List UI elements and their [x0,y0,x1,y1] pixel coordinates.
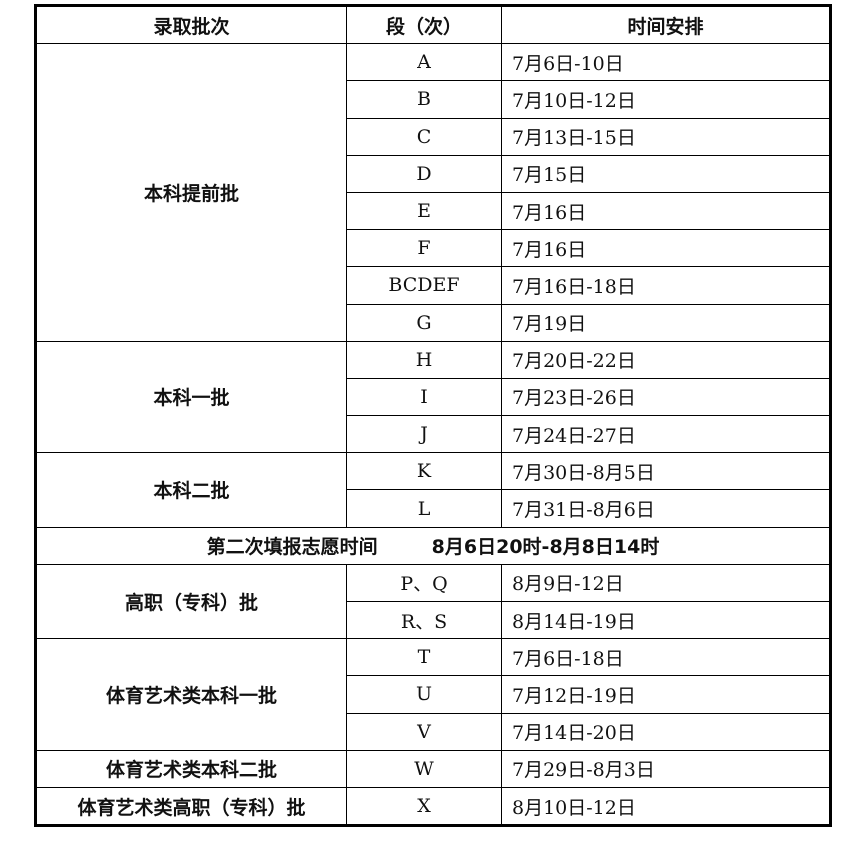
segment-cell: P、Q [346,563,502,603]
time-cell: 7月12日-19日 [501,675,831,714]
table-row: B 7月10日-12日 [36,80,831,119]
segment-cell: B [346,80,502,119]
segment-cell: F [346,229,502,268]
segment-cell: L [346,489,502,528]
time-cell: 8月9日-12日 [501,563,831,603]
segment-cell: E [346,191,502,231]
table-row: 本科二批 K 7月30日-8月5日 [35,452,831,528]
time-cell: 8月14日-19日 [501,600,831,640]
segment-cell: T [346,638,502,677]
segment-cell: H [346,340,502,379]
header-time: 时间安排 [501,4,831,45]
time-cell: 7月6日-10日 [501,43,831,82]
segment-cell: I [346,377,502,417]
table-body: 本科提前批 A 7月6日-10日 B 7月10日-12日 C 7月13日-15日 D 7月15日… [35,43,831,827]
segment-cell: X [346,786,502,827]
segment-cell: J [346,415,502,454]
time-cell: 7月31日-8月6日 [501,489,831,528]
time-cell: 7月30日-8月5日 [501,452,831,491]
table-row: 本科一批 H 7月20日-22日 [35,340,831,454]
second-application-time: 8月6日20时-8月8日14时 [431,536,660,559]
time-cell: 7月29日-8月3日 [501,749,831,788]
table-row: 体育艺术类本科一批 T 7月6日-18日 [35,638,831,751]
segment-cell: R、S [346,600,502,640]
batch-cell: 高职（专科）批 [35,563,347,640]
batch-cell: 体育艺术类本科二批 [35,749,347,788]
batch-cell: 体育艺术类本科一批 [35,638,347,751]
batch-cell: 本科二批 [35,452,347,528]
table-row: F 7月16日 [36,229,831,268]
time-cell: 7月16日-18日 [501,266,831,305]
table-row: C 7月13日-15日 [36,117,831,156]
segment-cell: G [346,303,502,342]
segment-cell: C [346,117,502,156]
table-row: J 7月24日-27日 [36,415,831,454]
table-row: U 7月12日-19日 [36,675,831,714]
batch-cell: 体育艺术类高职（专科）批 [35,786,347,827]
time-cell: 7月19日 [501,303,831,342]
second-application-row: 第二次填报志愿时间 8月6日20时-8月8日14时 [35,526,831,565]
table-row: L 7月31日-8月6日 [36,489,831,528]
time-cell: 7月13日-15日 [501,117,831,156]
batch-cell: 本科一批 [35,340,347,454]
time-cell: 7月23日-26日 [501,377,831,417]
time-cell: 7月10日-12日 [501,80,831,119]
header-row: 录取批次 段（次） 时间安排 [35,4,831,45]
second-application-label: 第二次填报志愿时间 [206,536,378,559]
table-row: I 7月23日-26日 [36,377,831,417]
table-row: 本科提前批 A 7月6日-10日 [35,43,831,342]
table-row: BCDEF 7月16日-18日 [36,266,831,305]
segment-cell: BCDEF [346,266,502,305]
header-segment: 段（次） [346,4,502,45]
time-cell: 7月6日-18日 [501,638,831,677]
table-row: 体育艺术类高职（专科）批 X 8月10日-12日 [35,786,831,827]
segment-cell: V [346,712,502,751]
table-row: 高职（专科）批 P、Q 8月9日-12日 [35,563,831,640]
time-cell: 7月14日-20日 [501,712,831,751]
time-cell: 7月20日-22日 [501,340,831,379]
time-cell: 7月16日 [501,191,831,231]
time-cell: 8月10日-12日 [501,786,831,827]
second-application-cell: 第二次填报志愿时间 8月6日20时-8月8日14时 [35,526,831,565]
table-row: E 7月16日 [36,191,831,231]
table-row: R、S 8月14日-19日 [36,600,831,640]
time-cell: 7月16日 [501,229,831,268]
segment-cell: D [346,154,502,193]
time-cell: 7月24日-27日 [501,415,831,454]
batch-cell: 本科提前批 [35,43,347,342]
table-row: G 7月19日 [36,303,831,342]
table-row: D 7月15日 [36,154,831,193]
segment-cell: K [346,452,502,491]
table-row: 体育艺术类本科二批 W 7月29日-8月3日 [35,749,831,788]
time-cell: 7月15日 [501,154,831,193]
admission-schedule-table: 录取批次 段（次） 时间安排 本科提前批 A 7月6日-10日 B 7月10日-12日 C… [34,4,832,828]
segment-cell: W [346,749,502,788]
segment-cell: A [346,43,502,82]
segment-cell: U [346,675,502,714]
header-batch: 录取批次 [35,4,347,45]
